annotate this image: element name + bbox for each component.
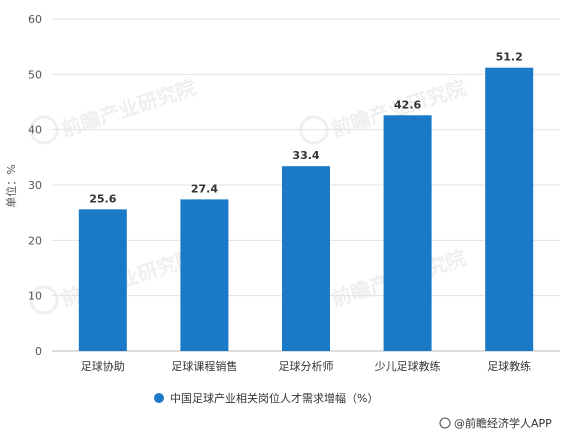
data-label: 33.4	[292, 149, 319, 162]
bar	[78, 209, 127, 351]
data-label: 51.2	[496, 51, 523, 64]
legend: 中国足球产业相关岗位人才需求增幅（%）	[154, 391, 378, 405]
bars	[78, 67, 534, 352]
category-label: 足球教练	[487, 359, 531, 373]
bar	[180, 199, 229, 351]
data-label: 42.6	[394, 98, 421, 111]
watermark-logo: 前瞻产业研究院	[29, 75, 199, 145]
source-label: @前瞻经济学人APP	[454, 416, 552, 430]
y-tick-label: 50	[28, 68, 42, 81]
at-icon	[439, 417, 451, 429]
category-label: 足球协助	[81, 359, 125, 373]
category-labels: 足球协助 足球课程销售 足球分析师 少儿足球教练 足球教练	[81, 359, 531, 373]
category-label: 足球分析师	[279, 359, 334, 373]
y-tick-label: 30	[28, 179, 42, 192]
category-label: 少儿足球教练	[375, 359, 441, 373]
y-tick-label: 0	[35, 345, 42, 358]
y-axis-label: 单位：%	[4, 164, 18, 207]
category-label: 足球课程销售	[171, 359, 237, 373]
bar	[282, 166, 330, 351]
data-label: 25.6	[89, 192, 116, 205]
y-tick-label: 60	[28, 13, 42, 26]
y-axis-ticks: 0 10 20 30 40 50 60	[28, 13, 42, 358]
data-label: 27.4	[191, 182, 218, 195]
bar	[485, 67, 534, 352]
bar	[383, 115, 432, 351]
legend-marker	[154, 393, 164, 403]
y-tick-label: 40	[28, 124, 42, 137]
value-labels: 25.6 27.4 33.4 42.6 51.2	[89, 51, 523, 206]
gridlines	[52, 18, 560, 352]
y-tick-label: 10	[28, 290, 42, 303]
legend-label: 中国足球产业相关岗位人才需求增幅（%）	[170, 391, 378, 405]
source-credit: @前瞻经济学人APP	[439, 416, 552, 430]
y-tick-label: 20	[28, 234, 42, 247]
svg-text:前瞻产业研究院: 前瞻产业研究院	[58, 75, 199, 141]
